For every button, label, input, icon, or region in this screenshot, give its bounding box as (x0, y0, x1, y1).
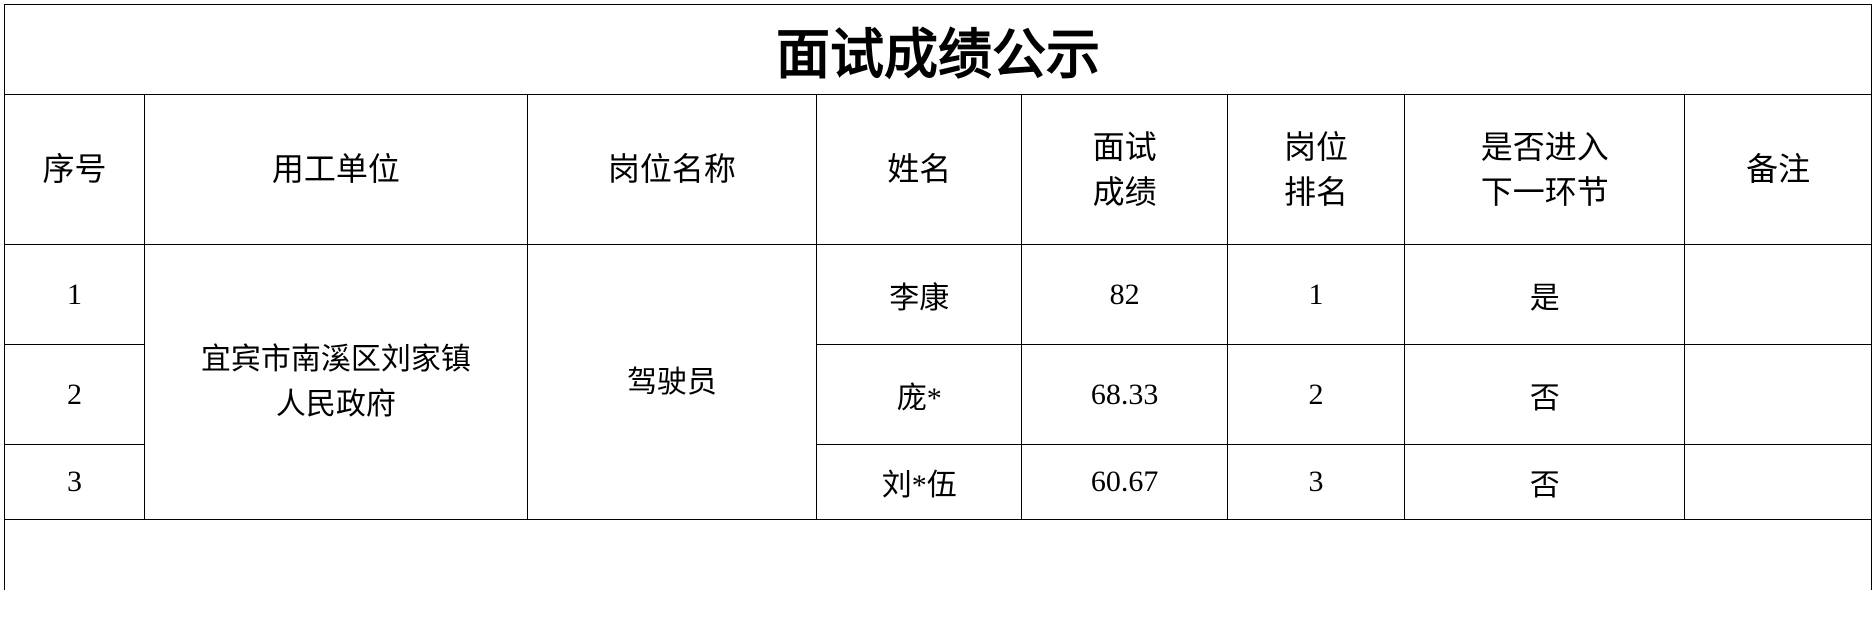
cell-rank: 2 (1227, 345, 1404, 445)
dangling-right (1685, 520, 1872, 590)
header-position: 岗位名称 (527, 95, 816, 245)
header-advance: 是否进入下一环节 (1405, 95, 1685, 245)
cell-employer: 宜宾市南溪区刘家镇人民政府 (145, 245, 528, 520)
header-employer: 用工单位 (145, 95, 528, 245)
cell-seq: 3 (5, 445, 145, 520)
cell-remark (1685, 245, 1872, 345)
cell-score: 82 (1022, 245, 1227, 345)
cell-advance: 否 (1405, 445, 1685, 520)
header-score: 面试成绩 (1022, 95, 1227, 245)
dangling-row (5, 520, 1872, 590)
cell-advance: 否 (1405, 345, 1685, 445)
cell-name: 庞* (817, 345, 1022, 445)
header-remark: 备注 (1685, 95, 1872, 245)
cell-name: 李康 (817, 245, 1022, 345)
cell-remark (1685, 445, 1872, 520)
cell-score: 68.33 (1022, 345, 1227, 445)
table-row: 1 宜宾市南溪区刘家镇人民政府 驾驶员 李康 82 1 是 (5, 245, 1872, 345)
dangling-mid (145, 520, 1685, 590)
results-table: 面试成绩公示 序号 用工单位 岗位名称 姓名 面试成绩 岗位排名 是否进入下一环… (4, 4, 1872, 590)
cell-position: 驾驶员 (527, 245, 816, 520)
cell-advance: 是 (1405, 245, 1685, 345)
header-row: 序号 用工单位 岗位名称 姓名 面试成绩 岗位排名 是否进入下一环节 备注 (5, 95, 1872, 245)
cell-rank: 1 (1227, 245, 1404, 345)
cell-score: 60.67 (1022, 445, 1227, 520)
title-row: 面试成绩公示 (5, 5, 1872, 95)
cell-name: 刘*伍 (817, 445, 1022, 520)
dangling-left (5, 520, 145, 590)
cell-seq: 1 (5, 245, 145, 345)
header-name: 姓名 (817, 95, 1022, 245)
header-rank: 岗位排名 (1227, 95, 1404, 245)
table-title: 面试成绩公示 (5, 5, 1872, 95)
cell-rank: 3 (1227, 445, 1404, 520)
cell-remark (1685, 345, 1872, 445)
cell-seq: 2 (5, 345, 145, 445)
table-container: 面试成绩公示 序号 用工单位 岗位名称 姓名 面试成绩 岗位排名 是否进入下一环… (4, 4, 1872, 590)
header-seq: 序号 (5, 95, 145, 245)
